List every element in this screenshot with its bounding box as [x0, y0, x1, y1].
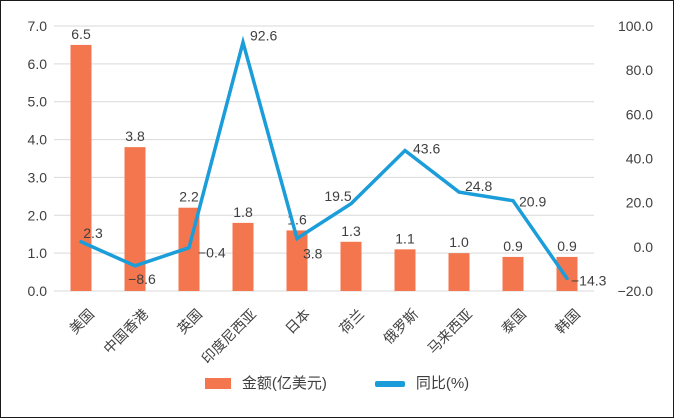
right-axis-tick: 80.0	[626, 62, 653, 78]
line-label-4: 3.8	[303, 245, 323, 261]
bar-6	[394, 249, 416, 291]
legend-label-yoy: 同比(%)	[415, 375, 470, 392]
right-axis-tick: 100.0	[618, 18, 653, 34]
category-label-3: 印度尼西亚	[198, 306, 259, 367]
left-axis-tick: 0.0	[28, 283, 48, 299]
bar-label-8: 0.9	[503, 238, 523, 254]
left-axis-tick: 4.0	[28, 132, 48, 148]
line-label-3: 92.6	[250, 27, 277, 43]
line-label-1: −8.6	[128, 271, 156, 287]
left-axis-tick: 5.0	[28, 94, 48, 110]
bar-0	[70, 44, 92, 291]
category-label-1: 中国香港	[100, 306, 151, 357]
category-label-6: 俄罗斯	[380, 306, 421, 347]
line-label-7: 24.8	[465, 178, 492, 194]
legend-item-amount: 金额(亿美元)	[204, 375, 327, 392]
left-axis-tick: 6.0	[28, 56, 48, 72]
left-axis-tick: 3.0	[28, 169, 48, 185]
bar-label-2: 2.2	[179, 189, 199, 205]
bar-label-6: 1.1	[395, 230, 415, 246]
right-axis-tick: 20.0	[626, 195, 653, 211]
legend-label-amount: 金额(亿美元)	[241, 375, 327, 392]
line-label-9: −14.3	[571, 272, 607, 288]
bar-label-9: 0.9	[557, 238, 577, 254]
line-label-8: 20.9	[519, 194, 546, 210]
line-label-5: 19.5	[324, 188, 351, 204]
category-label-8: 泰国	[498, 306, 529, 337]
bar-label-1: 3.8	[125, 128, 145, 144]
bar-label-5: 1.3	[341, 223, 361, 239]
chart-legend: 金额(亿美元) 同比(%)	[1, 376, 673, 391]
category-label-7: 马来西亚	[424, 306, 475, 357]
line-series	[79, 35, 569, 281]
line-label-6: 43.6	[413, 141, 440, 157]
left-axis-tick: 1.0	[28, 245, 48, 261]
bar-9	[556, 256, 578, 291]
bar-4	[286, 230, 308, 291]
bar-7	[448, 253, 470, 291]
right-axis-tick: 60.0	[626, 106, 653, 122]
legend-swatch-line	[374, 380, 405, 387]
category-label-0: 美国	[66, 306, 97, 337]
bar-label-0: 6.5	[71, 26, 91, 42]
category-label-2: 英国	[174, 306, 205, 337]
legend-item-yoy: 同比(%)	[374, 375, 470, 392]
bar-3	[232, 222, 254, 291]
bar-5	[340, 241, 362, 291]
category-label-5: 荷兰	[336, 306, 367, 337]
bar-8	[502, 256, 524, 291]
right-axis-tick: −20.0	[618, 283, 654, 299]
category-label-4: 日本	[282, 306, 313, 337]
bar-1	[124, 147, 146, 291]
right-axis-tick: 40.0	[626, 151, 653, 167]
line-label-2: −0.4	[198, 245, 226, 261]
left-axis-tick: 2.0	[28, 207, 48, 223]
legend-swatch-bar	[204, 378, 231, 389]
bar-label-7: 1.0	[449, 234, 469, 250]
line-label-0: 2.3	[83, 225, 103, 241]
left-axis-tick: 7.0	[28, 18, 48, 34]
right-axis-tick: 0.0	[634, 239, 654, 255]
category-label-9: 韩国	[552, 306, 583, 337]
bar-label-3: 1.8	[233, 204, 253, 220]
